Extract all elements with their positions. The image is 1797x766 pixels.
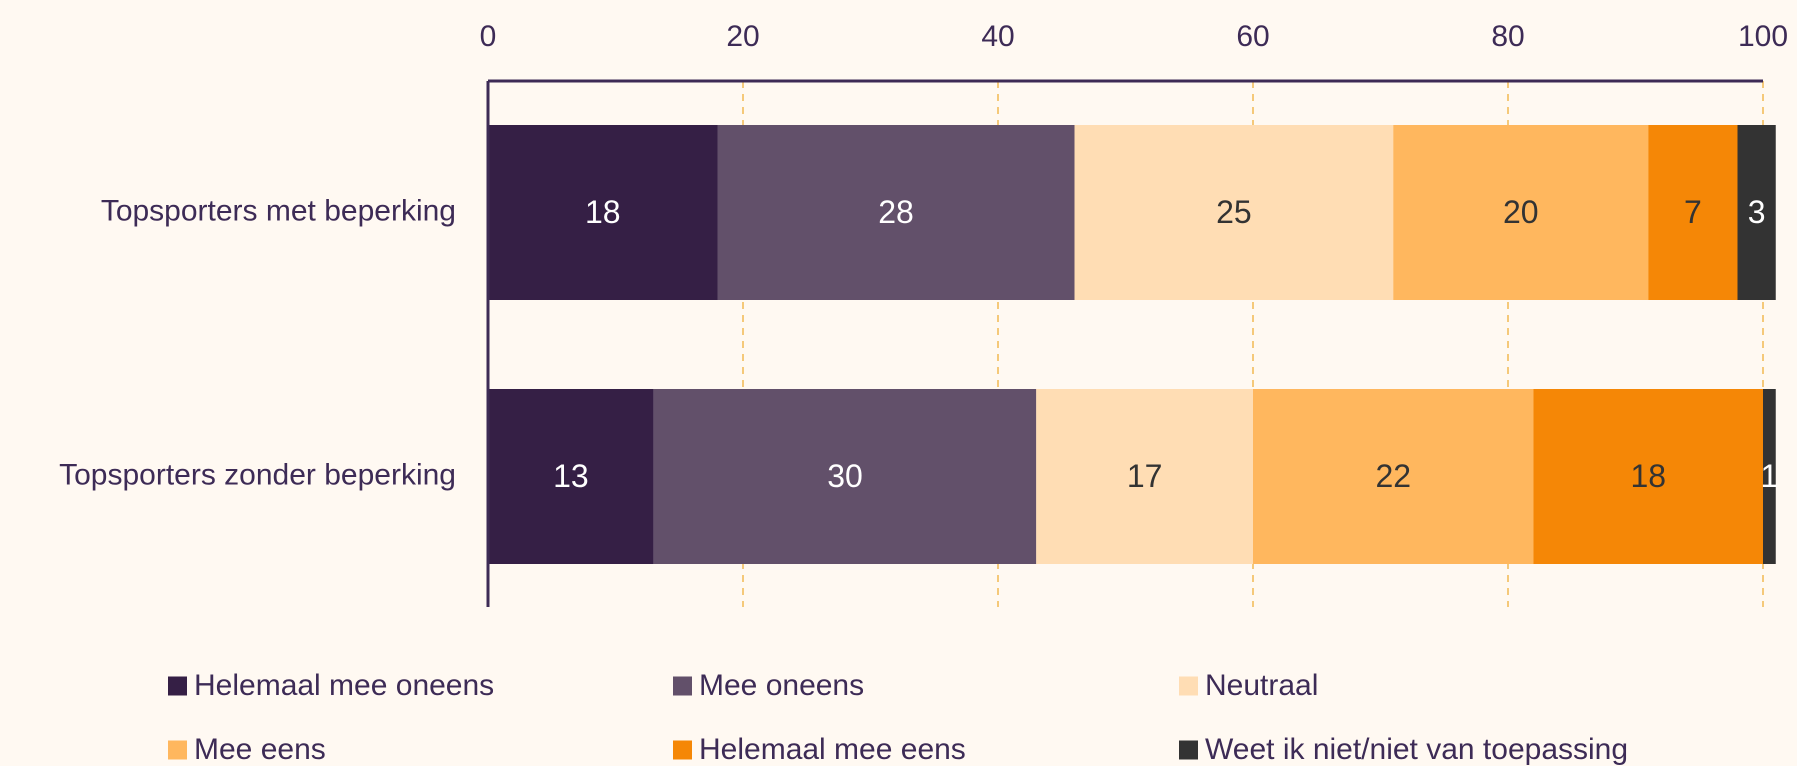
x-tick-label: 40 [981, 20, 1014, 53]
legend-item: Neutraal [1179, 669, 1318, 702]
bar-segment [488, 389, 654, 564]
bar-segment [717, 125, 1075, 300]
data-label: 1 [1760, 458, 1778, 494]
data-label: 18 [585, 194, 621, 230]
bar-segment [1393, 125, 1649, 300]
legend-label: Mee eens [194, 733, 326, 766]
legend-label: Mee oneens [699, 669, 864, 702]
legend-label: Helemaal mee oneens [194, 669, 494, 702]
bar-segment [1036, 389, 1253, 564]
bar-segment [1074, 125, 1394, 300]
data-label: 20 [1503, 194, 1539, 230]
legend-label: Helemaal mee eens [699, 733, 966, 766]
bar-segment [1533, 389, 1763, 564]
data-label: 22 [1375, 458, 1411, 494]
data-label: 28 [878, 194, 914, 230]
legend-swatch [1179, 676, 1198, 696]
x-tick-label: 100 [1738, 20, 1788, 53]
bar-segment [1253, 389, 1534, 564]
bar-segment [488, 125, 718, 300]
legend-label: Neutraal [1205, 669, 1318, 702]
data-label: 17 [1127, 458, 1163, 494]
bar-segment [653, 389, 1037, 564]
x-tick-label: 20 [726, 20, 759, 53]
legend-item: Mee oneens [673, 669, 864, 702]
legend-item: Weet ik niet/niet van toepassing [1179, 733, 1628, 766]
legend-label: Weet ik niet/niet van toepassing [1205, 733, 1628, 766]
bars: 18 28 25 20 7 3 13 30 17 22 18 1 [488, 125, 1778, 564]
legend-swatch [673, 676, 692, 696]
legend-swatch [168, 740, 187, 760]
bar-segment [1763, 389, 1776, 564]
legend-item: Helemaal mee oneens [168, 669, 494, 702]
legend-swatch [168, 676, 187, 696]
data-label: 7 [1684, 194, 1702, 230]
legend-item: Helemaal mee eens [673, 733, 966, 766]
legend-item: Mee eens [168, 733, 326, 766]
legend-swatch [673, 740, 692, 760]
data-label: 18 [1630, 458, 1666, 494]
x-tick-label: 60 [1236, 20, 1269, 53]
bar-segment [1737, 125, 1776, 300]
category-label: Topsporters zonder beperking [59, 458, 456, 491]
data-label: 30 [827, 458, 863, 494]
legend: Helemaal mee oneens Mee oneens Neutraal Mee… [168, 669, 1628, 766]
x-tick-label: 80 [1491, 20, 1524, 53]
category-label: Topsporters met beperking [101, 194, 456, 227]
bar-segment [1648, 125, 1738, 300]
data-label: 25 [1216, 194, 1252, 230]
data-label: 13 [553, 458, 589, 494]
legend-swatch [1179, 740, 1198, 760]
data-label: 3 [1748, 194, 1766, 230]
gridlines [742, 81, 1764, 607]
x-tick-label: 0 [480, 20, 497, 53]
